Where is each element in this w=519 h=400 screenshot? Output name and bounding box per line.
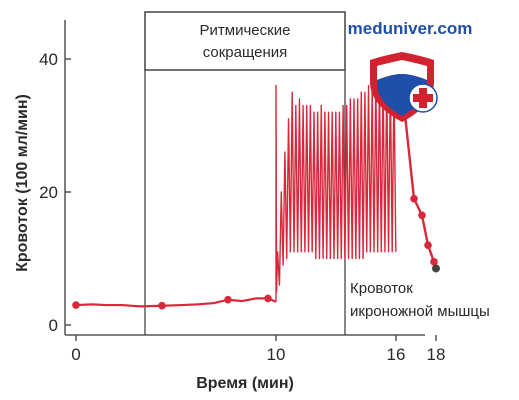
x-tick-label: 16 [387,345,406,364]
series-label-line1: Кровоток [350,280,413,297]
y-ticks: 0 20 40 [39,50,71,335]
contraction-bracket-box [144,11,346,71]
x-axis-title: Время (мин) [196,375,294,392]
x-tick-label: 0 [71,345,80,364]
x-tick-label: 18 [427,345,446,364]
contraction-oscillation-line [275,78,397,302]
x-ticks: 0 10 16 18 [71,335,445,364]
shield-logo-icon [370,52,438,122]
watermark-text: meduniver.com [348,19,473,38]
y-tick-label: 0 [49,316,58,335]
data-point [410,194,418,203]
series-end-point [432,264,440,273]
data-point [72,301,80,309]
data-point [264,294,272,303]
watermark: meduniver.com [348,19,473,122]
y-axis-title: Кровоток (100 мл/мин) [14,94,31,272]
data-point [158,301,166,310]
data-point [424,241,432,249]
data-point [418,211,426,220]
x-tick-label: 10 [267,345,286,364]
contraction-bracket-label-line1: Ритмические [200,22,291,39]
y-tick-label: 40 [39,50,58,69]
y-tick-label: 20 [39,183,58,202]
axes [64,20,425,336]
series-label-line2: икроножной мышцы [350,303,490,320]
baseline-line [75,297,277,308]
contraction-bracket: Ритмические сокращения [144,11,346,71]
data-point [224,295,232,304]
contraction-bracket-label-line2: сокращения [203,44,288,61]
data-point [430,258,438,266]
